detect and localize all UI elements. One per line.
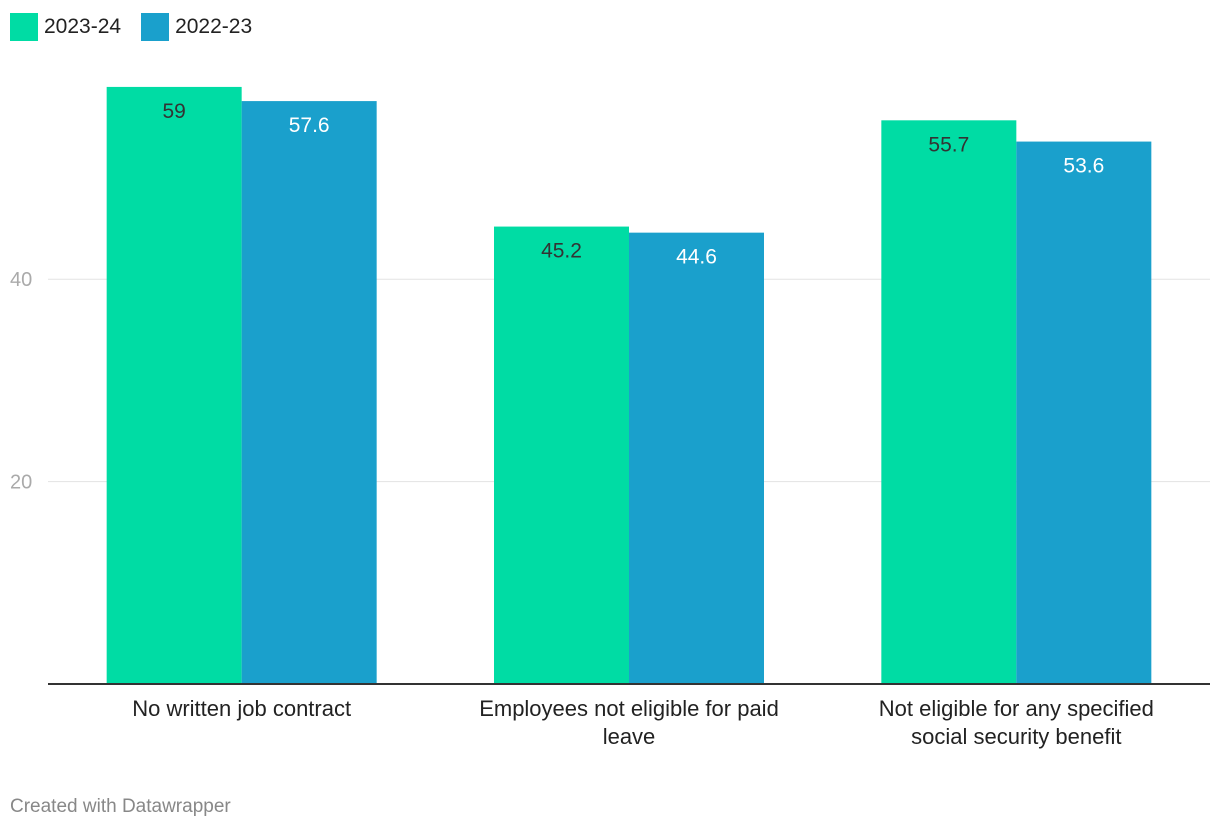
x-category-label: social security benefit — [911, 724, 1121, 749]
bar-2022-23-3 — [1016, 141, 1152, 684]
legend-label-2022-23: 2022-23 — [175, 15, 253, 38]
x-category-label: No written job contract — [132, 696, 351, 721]
bar-2023-24-1 — [106, 86, 242, 685]
x-category-label: Employees not eligible for paid — [479, 696, 779, 721]
y-tick-label-20: 20 — [10, 472, 32, 494]
legend-item-2023-24: 2023-24 — [10, 13, 121, 41]
bar-value-label: 45.2 — [541, 240, 582, 263]
legend-label-2023-24: 2023-24 — [44, 15, 122, 38]
x-category-label: leave — [603, 724, 656, 749]
legend-swatch-2022-23 — [141, 13, 170, 41]
bar-value-label: 53.6 — [1063, 155, 1104, 178]
footer-credit: Created with Datawrapper — [10, 796, 231, 817]
y-tick-label-40: 40 — [10, 269, 32, 291]
bar-2022-23-1 — [241, 101, 377, 684]
legend-item-2022-23: 2022-23 — [141, 13, 252, 41]
chart-legend: 2023-24 2022-23 — [10, 12, 272, 42]
legend-swatch-2023-24 — [10, 13, 38, 41]
bar-2023-24-2 — [494, 226, 629, 685]
bar-value-label: 55.7 — [928, 133, 969, 156]
bar-value-label: 59 — [162, 100, 185, 123]
bar-value-label: 57.6 — [289, 114, 330, 137]
bar-2022-23-2 — [629, 232, 764, 684]
bar-value-label: 44.6 — [676, 246, 717, 269]
x-category-label: Not eligible for any specified — [879, 696, 1154, 721]
bar-2023-24-3 — [881, 120, 1017, 685]
